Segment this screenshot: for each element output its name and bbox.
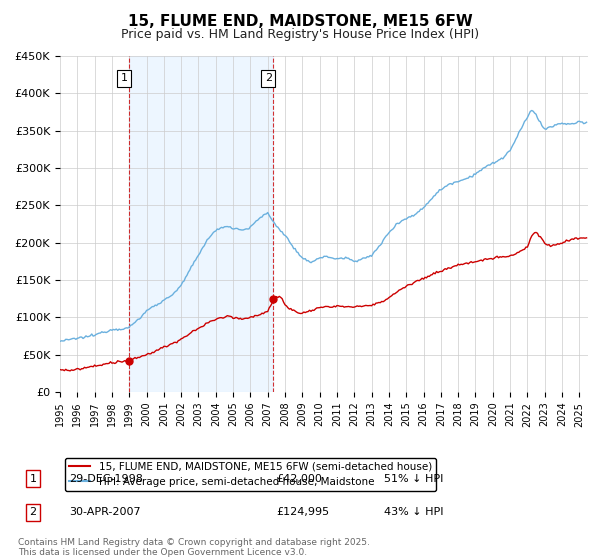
Text: 51% ↓ HPI: 51% ↓ HPI (384, 474, 443, 484)
Bar (129, 56, 274, 392)
Text: 29-DEC-1998: 29-DEC-1998 (69, 474, 143, 484)
Text: 1: 1 (29, 474, 37, 484)
Legend: 15, FLUME END, MAIDSTONE, ME15 6FW (semi-detached house), HPI: Average price, se: 15, FLUME END, MAIDSTONE, ME15 6FW (semi… (65, 458, 436, 491)
Text: Contains HM Land Registry data © Crown copyright and database right 2025.
This d: Contains HM Land Registry data © Crown c… (18, 538, 370, 557)
Text: £124,995: £124,995 (276, 507, 329, 517)
Text: 15, FLUME END, MAIDSTONE, ME15 6FW: 15, FLUME END, MAIDSTONE, ME15 6FW (128, 14, 472, 29)
Text: 30-APR-2007: 30-APR-2007 (69, 507, 140, 517)
Text: Price paid vs. HM Land Registry's House Price Index (HPI): Price paid vs. HM Land Registry's House … (121, 28, 479, 41)
Text: 2: 2 (265, 73, 272, 83)
Text: £42,000: £42,000 (276, 474, 322, 484)
Text: 2: 2 (29, 507, 37, 517)
Text: 1: 1 (121, 73, 127, 83)
Text: 43% ↓ HPI: 43% ↓ HPI (384, 507, 443, 517)
